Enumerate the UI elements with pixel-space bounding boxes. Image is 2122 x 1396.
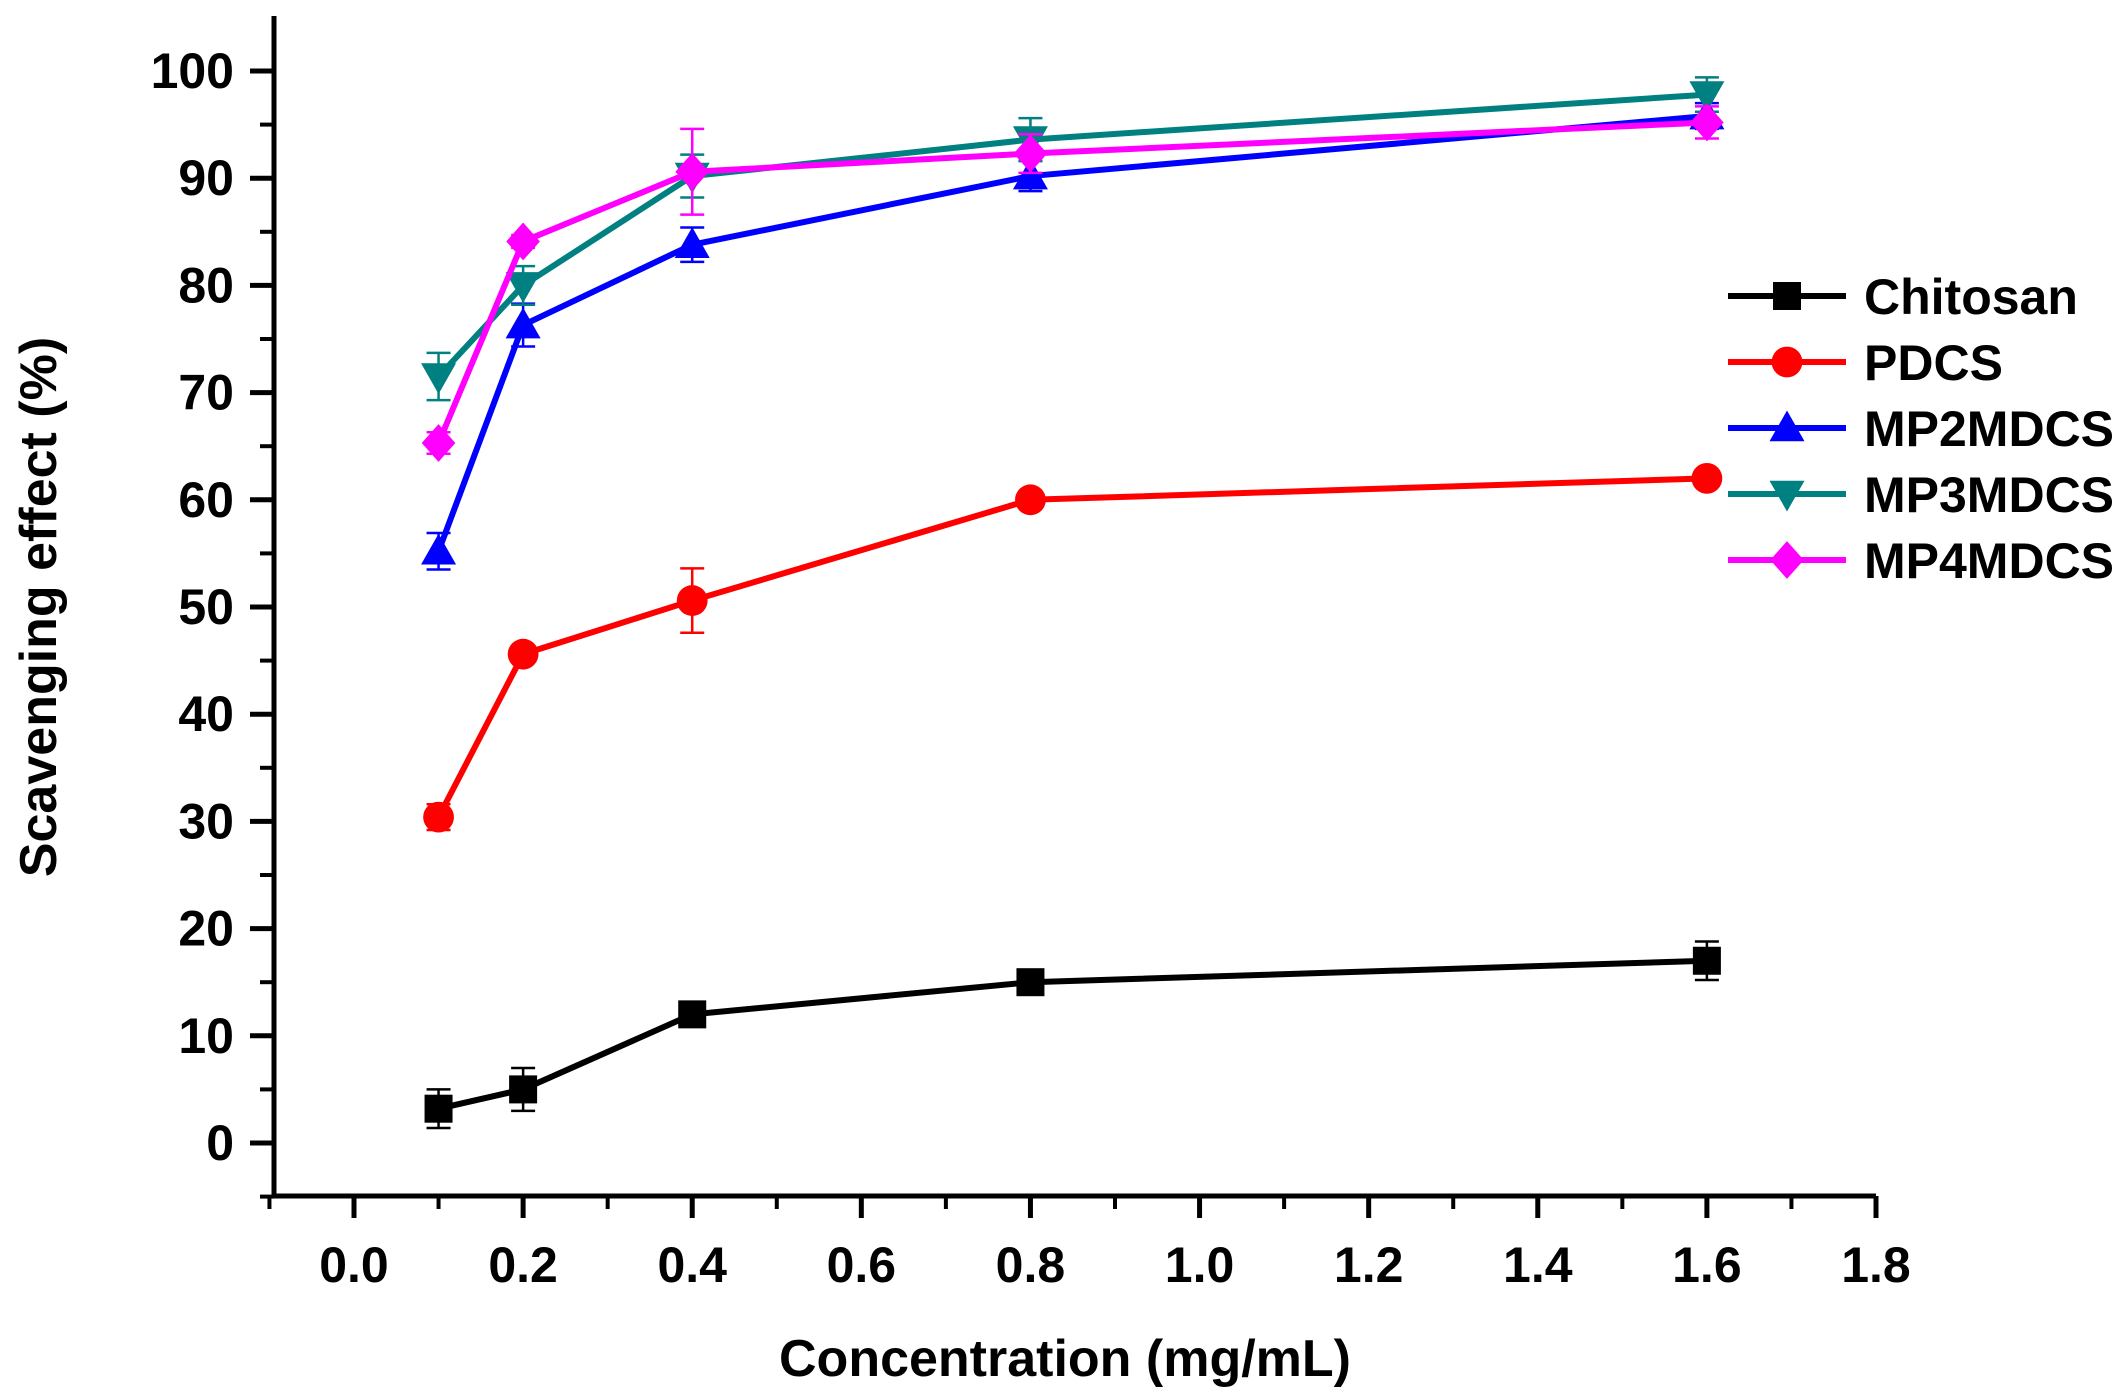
y-tick-label-0: 0	[206, 1115, 234, 1171]
point-chitosan-3	[1016, 968, 1045, 997]
series-pdcs	[423, 462, 1723, 833]
y-tick-label-10: 100	[151, 43, 234, 99]
y-tick-label-1: 10	[178, 1008, 234, 1064]
legend-marker-pdcs	[1771, 346, 1803, 378]
legend-item-mp2mdcs: MP2MDCS	[1728, 401, 2114, 457]
legend-label-mp4mdcs: MP4MDCS	[1864, 533, 2114, 589]
legend-item-pdcs: PDCS	[1728, 335, 2003, 391]
point-mp4mdcs-3	[1013, 134, 1048, 173]
x-tick-label-5: 1.0	[1165, 1237, 1235, 1293]
point-pdcs-0	[423, 801, 454, 833]
y-tick-label-9: 90	[178, 150, 234, 206]
x-tick-label-9: 1.8	[1841, 1237, 1911, 1293]
series-mp3mdcs	[421, 76, 1725, 402]
point-mp3mdcs-0	[421, 363, 457, 395]
point-pdcs-2	[676, 585, 708, 616]
point-mp2mdcs-1	[505, 307, 541, 339]
series-line-pdcs	[435, 475, 1707, 819]
series-line-mp3mdcs	[436, 91, 1708, 379]
legend-marker-mp2mdcs	[1769, 410, 1805, 442]
x-tick-label-4: 0.8	[996, 1237, 1066, 1293]
point-pdcs-1	[507, 638, 539, 670]
point-mp4mdcs-4	[1690, 103, 1724, 142]
y-axis-title: Scavenging effect (%)	[10, 337, 68, 877]
point-mp4mdcs-0	[421, 424, 456, 462]
legend-label-chitosan: Chitosan	[1864, 269, 2078, 325]
legend-marker-mp4mdcs	[1770, 541, 1804, 579]
legend-marker-chitosan	[1773, 282, 1801, 310]
y-tick-label-2: 20	[178, 901, 234, 957]
x-tick-label-8: 1.6	[1672, 1237, 1742, 1293]
series-chitosan	[424, 940, 1721, 1130]
series-layer	[421, 76, 1725, 1130]
ticks: 0.0 0.2 0.4 0.6 0.8 1.0 1.2 1.4 1.6 1.8 0 10 20 30 40 5…	[151, 43, 1911, 1293]
y-tick-label-3: 30	[178, 793, 234, 849]
y-tick-label-6: 60	[178, 472, 234, 528]
point-chitosan-1	[509, 1075, 538, 1104]
point-mp2mdcs-2	[674, 227, 710, 258]
y-tick-label-4: 40	[178, 686, 234, 742]
legend-label-mp3mdcs: MP3MDCS	[1864, 467, 2114, 523]
point-mp2mdcs-0	[421, 533, 457, 565]
legend-label-pdcs: PDCS	[1864, 335, 2003, 391]
y-tick-label-8: 80	[178, 257, 234, 313]
x-tick-label-3: 0.6	[827, 1237, 897, 1293]
point-chitosan-0	[424, 1094, 453, 1123]
legend-label-mp2mdcs: MP2MDCS	[1864, 401, 2114, 457]
point-chitosan-2	[678, 1000, 707, 1029]
axes	[271, 16, 1876, 1199]
x-tick-label-0: 0.0	[319, 1237, 389, 1293]
x-axis-title: Concentration (mg/mL)	[779, 1330, 1351, 1388]
x-tick-label-1: 0.2	[488, 1237, 558, 1293]
x-tick-label-6: 1.2	[1334, 1237, 1404, 1293]
point-chitosan-4	[1692, 946, 1721, 975]
x-tick-label-2: 0.4	[657, 1237, 727, 1293]
point-mp4mdcs-1	[506, 222, 540, 261]
series-line-chitosan	[437, 957, 1707, 1112]
x-tick-label-7: 1.4	[1503, 1237, 1573, 1293]
legend-item-mp4mdcs: MP4MDCS	[1728, 533, 2114, 589]
point-mp4mdcs-2	[675, 152, 710, 191]
legend-item-mp3mdcs: MP3MDCS	[1728, 467, 2114, 523]
point-mp3mdcs-1	[505, 272, 541, 303]
point-pdcs-3	[1015, 484, 1046, 516]
legend-item-chitosan: Chitosan	[1728, 269, 2078, 325]
y-tick-label-7: 70	[178, 365, 234, 421]
legend: Chitosan PDCS MP2MDCS MP3MDCS MP4MDCS	[1728, 269, 2114, 589]
series-mp4mdcs	[421, 103, 1724, 462]
legend-marker-mp3mdcs	[1769, 480, 1805, 512]
y-tick-label-5: 50	[178, 579, 234, 635]
point-mp3mdcs-4	[1689, 81, 1725, 113]
point-pdcs-4	[1691, 462, 1723, 494]
